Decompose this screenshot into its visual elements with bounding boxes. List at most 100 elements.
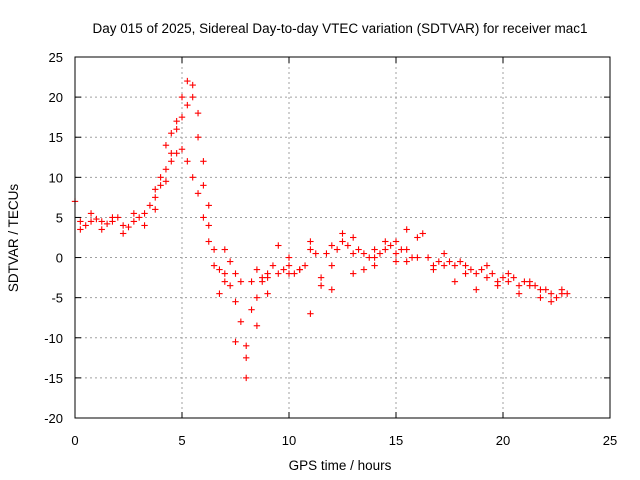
data-point: [312, 250, 319, 257]
data-point: [350, 250, 357, 257]
data-point: [237, 318, 245, 325]
data-point: [178, 93, 186, 101]
data-point: [537, 294, 544, 301]
data-point: [435, 258, 442, 265]
data-point: [280, 266, 287, 273]
data-point: [82, 222, 89, 229]
data-point: [462, 270, 469, 277]
data-point: [178, 146, 186, 153]
data-point: [301, 262, 309, 269]
data-point: [553, 294, 560, 301]
data-point: [259, 278, 266, 285]
data-point: [248, 306, 255, 313]
data-point: [510, 274, 517, 281]
data-point: [173, 126, 180, 133]
data-point: [360, 250, 368, 257]
data-point: [210, 246, 218, 253]
series-1: [77, 146, 566, 382]
data-point: [505, 270, 512, 277]
data-point: [200, 158, 207, 165]
data-point: [232, 270, 239, 277]
data-point: [87, 218, 95, 225]
data-point: [269, 262, 277, 269]
data-point: [168, 150, 175, 157]
grid-lines: [75, 57, 610, 418]
data-point: [226, 282, 234, 289]
data-point: [483, 262, 491, 269]
data-point: [253, 322, 261, 329]
data-point: [547, 298, 555, 305]
data-point: [392, 250, 400, 257]
chart-title: Day 015 of 2025, Sidereal Day-to-day VTE…: [93, 21, 588, 36]
data-point: [184, 101, 191, 109]
data-point: [275, 242, 282, 249]
data-point: [403, 246, 410, 253]
data-point: [119, 222, 127, 229]
data-point: [189, 174, 196, 181]
data-point: [515, 282, 523, 289]
data-point: [109, 214, 116, 221]
data-point: [387, 242, 394, 249]
data-point: [398, 246, 405, 253]
data-point: [328, 286, 335, 293]
data-point: [483, 274, 491, 281]
data-point: [194, 134, 202, 141]
data-point: [451, 262, 459, 269]
data-point: [344, 242, 352, 249]
data-point: [355, 246, 362, 253]
data-point: [307, 238, 314, 245]
data-point: [339, 238, 346, 245]
axis-ticks: [74, 56, 611, 419]
x-tick-label: 15: [389, 433, 403, 448]
data-point: [323, 250, 330, 257]
data-point: [371, 246, 378, 253]
data-point: [216, 290, 223, 297]
data-point: [489, 270, 496, 277]
data-point: [360, 266, 368, 273]
data-point: [210, 262, 218, 269]
data-point: [226, 258, 234, 265]
x-tick-label: 0: [71, 433, 78, 448]
data-point: [205, 238, 212, 245]
data-point: [317, 274, 325, 281]
data-point: [168, 130, 175, 137]
data-point: [130, 218, 138, 225]
data-point: [264, 290, 271, 297]
data-point: [200, 214, 207, 221]
data-point: [221, 270, 228, 277]
data-point: [232, 338, 239, 345]
data-point: [275, 270, 282, 277]
data-point: [184, 77, 191, 85]
data-point: [141, 210, 148, 217]
data-point: [125, 223, 132, 231]
y-axis-label: SDTVAR / TECUs: [6, 184, 21, 293]
data-point: [162, 178, 170, 185]
plot-frame: [74, 56, 611, 419]
data-point: [87, 210, 95, 217]
data-point: [467, 266, 475, 273]
data-point: [451, 278, 459, 285]
data-point: [157, 182, 164, 189]
tick-labels: 0 5 10 15 20 25 -20 -15 -10 -5 0 5 10 15 20 25: [44, 50, 617, 448]
data-point: [350, 270, 357, 277]
data-point: [168, 158, 175, 165]
data-point: [382, 246, 389, 253]
data-point: [157, 174, 164, 181]
data-point: [237, 278, 245, 285]
data-point: [189, 81, 196, 89]
data-point: [473, 286, 480, 293]
data-point: [392, 238, 400, 245]
data-point: [162, 142, 170, 149]
data-point: [526, 278, 533, 285]
data-point: [98, 226, 105, 233]
data-point: [152, 194, 159, 201]
data-point: [162, 166, 170, 173]
y-tick-label: 25: [49, 50, 63, 65]
data-point: [194, 190, 202, 197]
data-point: [152, 186, 159, 193]
data-point: [339, 230, 346, 237]
data-point: [141, 222, 148, 229]
data-point: [366, 254, 373, 261]
x-tick-label: 5: [178, 433, 185, 448]
